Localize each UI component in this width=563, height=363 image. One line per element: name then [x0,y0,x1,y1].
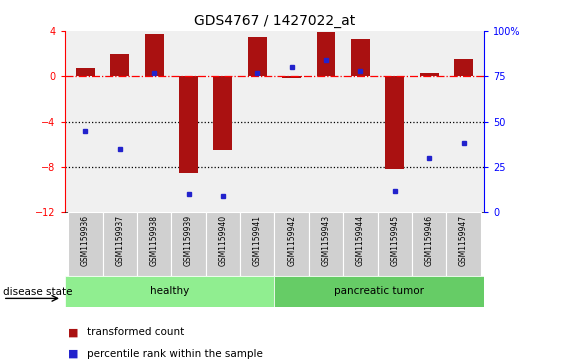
Text: GSM1159941: GSM1159941 [253,215,262,266]
Bar [248,37,267,76]
Text: GSM1159936: GSM1159936 [81,215,90,266]
Text: transformed count: transformed count [87,327,185,337]
Bar [351,39,370,76]
Bar [179,76,198,173]
Text: GSM1159942: GSM1159942 [287,215,296,266]
Text: GSM1159947: GSM1159947 [459,215,468,266]
Bar [205,212,240,276]
Bar [68,212,102,276]
Text: GSM1159946: GSM1159946 [425,215,434,266]
Bar [240,212,275,276]
Bar [275,212,309,276]
Text: percentile rank within the sample: percentile rank within the sample [87,349,263,359]
Bar [378,212,412,276]
Text: GSM1159939: GSM1159939 [184,215,193,266]
Text: healthy: healthy [150,286,189,296]
Text: GSM1159940: GSM1159940 [218,215,227,266]
Text: disease state: disease state [3,287,72,297]
Text: GSM1159943: GSM1159943 [321,215,330,266]
Text: GSM1159938: GSM1159938 [150,215,159,266]
Text: GSM1159944: GSM1159944 [356,215,365,266]
Text: pancreatic tumor: pancreatic tumor [334,286,425,296]
Bar [76,68,95,76]
Bar [412,212,446,276]
Bar [110,53,129,76]
Bar [343,212,378,276]
Bar [309,212,343,276]
Bar [65,276,275,307]
Text: GSM1159937: GSM1159937 [115,215,124,266]
Bar [385,76,404,169]
Bar [171,212,205,276]
Text: ■: ■ [68,327,78,337]
Bar [420,73,439,76]
Bar [275,276,484,307]
Title: GDS4767 / 1427022_at: GDS4767 / 1427022_at [194,15,355,28]
Bar [145,34,164,76]
Bar [282,76,301,78]
Bar [446,212,481,276]
Bar [102,212,137,276]
Bar [454,59,473,76]
Text: ■: ■ [68,349,78,359]
Bar [213,76,233,150]
Bar [137,212,171,276]
Text: GSM1159945: GSM1159945 [390,215,399,266]
Bar [316,32,336,76]
